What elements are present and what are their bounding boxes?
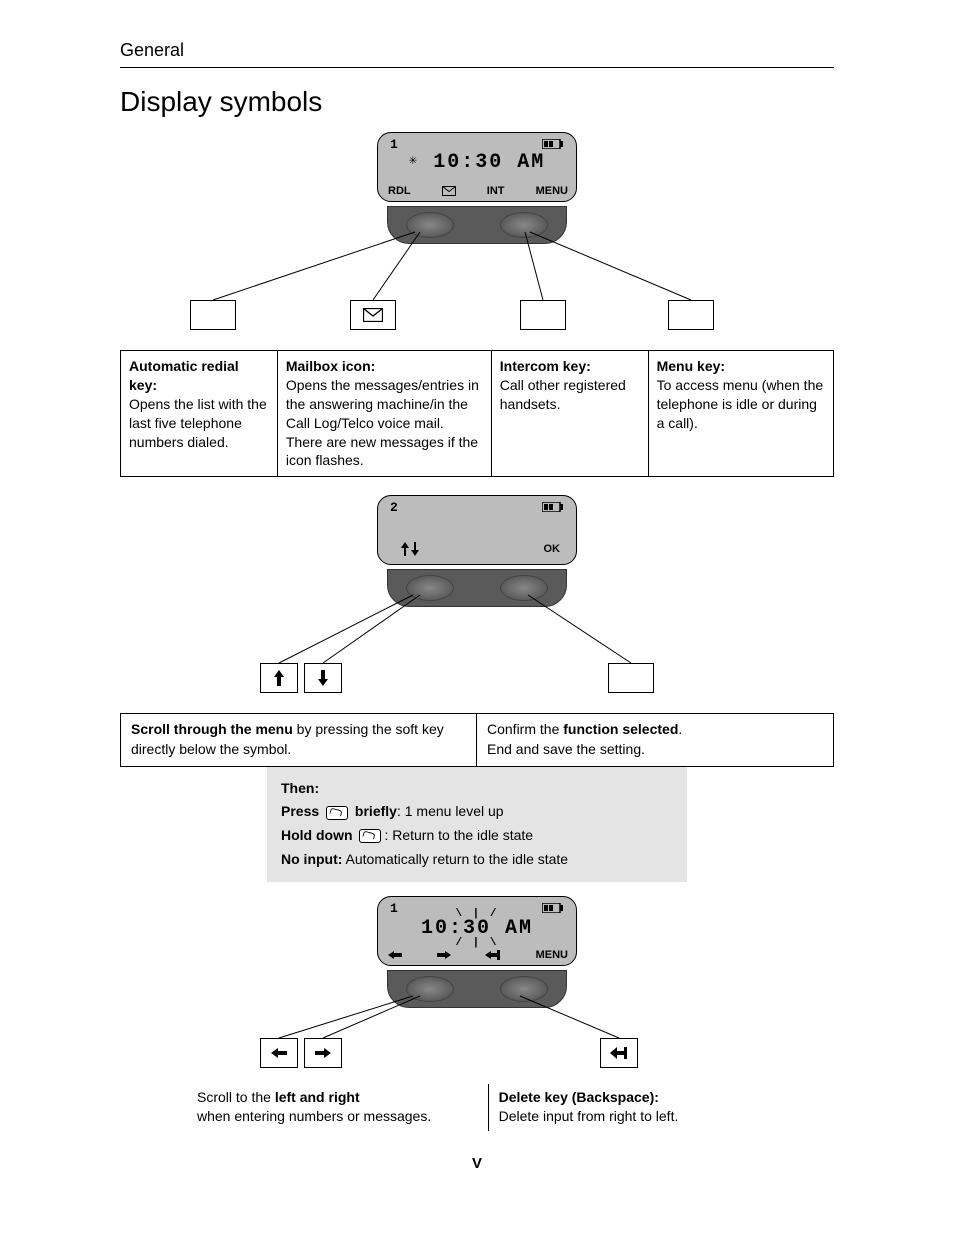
softkey-menu-3: MENU [536, 949, 568, 961]
arrow-left-icon [388, 949, 402, 961]
callout-box-left [260, 1038, 298, 1068]
callout-box-int [520, 300, 566, 330]
callout-box-up [260, 663, 298, 693]
rocker-2 [387, 569, 567, 607]
callout-box-right [304, 1038, 342, 1068]
section-3: 1 \ | / 10:30 AM / | \ MENU [120, 896, 834, 1076]
callout-box-menu [668, 300, 714, 330]
arrow-right-icon [437, 949, 451, 961]
page-number: V [120, 1155, 834, 1172]
description-table-1: Automatic redial key:Opens the list with… [120, 350, 834, 477]
arrow-up-icon [400, 542, 410, 556]
softkey-row-1: RDL INT MENU [388, 185, 568, 197]
callout-box-down [304, 663, 342, 693]
backspace-icon [485, 949, 501, 961]
softkey-ok: OK [544, 542, 561, 556]
page-title: Display symbols [120, 86, 834, 118]
rocker-1 [387, 206, 567, 244]
lcd-screen-1: 1 ✳ 10:30 AM RDL INT MENU [377, 132, 577, 202]
end-key-icon [359, 829, 381, 843]
arrow-up-icon [273, 670, 285, 686]
clock-display: ✳ 10:30 AM [378, 151, 576, 174]
mailbox-icon [442, 185, 456, 197]
description-table-2: Scroll through the menu by pressing the … [120, 713, 834, 766]
lcd-screen-2: 2 OK [377, 495, 577, 565]
softkey-row-3: MENU [388, 949, 568, 961]
section-header: General [120, 40, 834, 61]
callout-box-mailbox [350, 300, 396, 330]
softkey-int: INT [487, 185, 505, 197]
softkey-row-2: OK [388, 542, 568, 556]
section-1: 1 ✳ 10:30 AM RDL INT MENU [120, 132, 834, 342]
callout-box-rdl [190, 300, 236, 330]
backspace-icon [610, 1046, 628, 1060]
callout-box-ok [608, 663, 654, 693]
battery-icon-2 [542, 502, 564, 512]
battery-icon [542, 139, 564, 149]
divider [120, 67, 834, 68]
handset-number: 1 [390, 137, 398, 152]
rocker-3 [387, 970, 567, 1008]
softkey-menu: MENU [536, 185, 568, 197]
arrow-down-icon [410, 542, 420, 556]
note-box: Then: Press briefly: 1 menu level up Hol… [267, 767, 687, 882]
envelope-icon [363, 308, 383, 322]
section-2: 2 OK [120, 495, 834, 705]
lcd-screen-3: 1 \ | / 10:30 AM / | \ MENU [377, 896, 577, 966]
clock-display-3: \ | / 10:30 AM / | \ [378, 911, 576, 946]
arrow-left-icon [271, 1047, 287, 1059]
softkey-rdl: RDL [388, 185, 411, 197]
arrow-right-icon [315, 1047, 331, 1059]
end-key-icon [326, 806, 348, 820]
arrow-down-icon [317, 670, 329, 686]
handset-number-2: 2 [390, 500, 398, 515]
description-table-3: Scroll to the left and right when enteri… [187, 1084, 767, 1131]
callout-box-backspace [600, 1038, 638, 1068]
